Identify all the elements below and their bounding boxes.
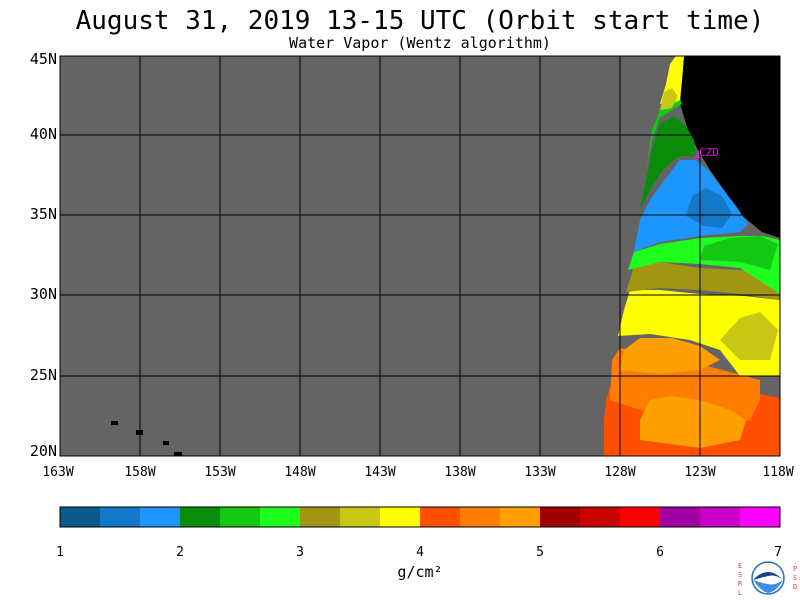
colorbar-cell	[260, 507, 301, 527]
lat-label: 40N	[30, 125, 57, 143]
lon-label: 158W	[124, 465, 155, 480]
colorbar-tick-label: 3	[296, 545, 304, 560]
island	[163, 441, 169, 445]
colorbar-cell	[620, 507, 661, 527]
colorbar-cell	[460, 507, 501, 527]
colorbar-cell	[580, 507, 621, 527]
lon-label: 133W	[524, 465, 555, 480]
island	[111, 421, 118, 425]
colorbar-frame	[59, 506, 781, 528]
chart-title: August 31, 2019 13-15 UTC (Orbit start t…	[75, 6, 765, 36]
noaa-logo: E S R L NOAA P S D	[738, 561, 797, 597]
colorbar-tick-label: 7	[774, 545, 782, 560]
colorbar-cell	[300, 507, 341, 527]
logo-letter: P	[793, 565, 797, 573]
lon-label: 123W	[684, 465, 715, 480]
lon-label: 153W	[204, 465, 235, 480]
lon-label: 138W	[444, 465, 475, 480]
colorbar-tick-label: 4	[416, 545, 424, 560]
logo-letter: E	[738, 562, 742, 570]
logo-letter: L	[738, 589, 742, 597]
band-light-orange-2	[620, 338, 720, 374]
colorbar-cell	[100, 507, 141, 527]
colorbar-cell	[500, 507, 541, 527]
band-light-orange	[640, 396, 746, 448]
colorbar-cell	[140, 507, 181, 527]
station-marker	[695, 155, 699, 159]
band-dark-green-north	[640, 116, 696, 210]
lat-label: 20N	[30, 442, 57, 460]
lon-label: 143W	[364, 465, 395, 480]
colorbar-cell	[380, 507, 421, 527]
colorbar-cell	[540, 507, 581, 527]
lat-label: 25N	[30, 366, 57, 384]
logo-center-text: NOAA	[762, 577, 774, 583]
band-olive-north	[660, 88, 678, 110]
lon-label: 118W	[762, 465, 793, 480]
island	[174, 452, 182, 456]
colorbar-cell	[220, 507, 261, 527]
logo-letter: D	[793, 583, 797, 591]
chart-subtitle: Water Vapor (Wentz algorithm)	[289, 34, 551, 52]
colorbar-cell	[740, 507, 781, 527]
station-label: CZD	[699, 146, 719, 159]
colorbar-cell	[700, 507, 741, 527]
lon-label: 148W	[284, 465, 315, 480]
land-area	[680, 56, 780, 238]
band-olive-yellow	[720, 312, 778, 360]
lon-label: 163W	[42, 465, 73, 480]
lat-label: 30N	[30, 285, 57, 303]
band-olive	[626, 262, 780, 300]
water-vapor-field	[111, 56, 780, 456]
band-mid-blue	[686, 188, 732, 228]
colorbar-cell	[420, 507, 461, 527]
colorbar-tick-label: 1	[56, 545, 64, 560]
lat-label: 45N	[30, 50, 57, 68]
colorbar-cell	[60, 507, 101, 527]
logo-letter: S	[793, 574, 797, 582]
colorbar	[60, 507, 781, 527]
lon-label: 128W	[604, 465, 635, 480]
colorbar-cell	[660, 507, 701, 527]
logo-letter: S	[738, 571, 742, 579]
map-gridlines	[60, 56, 780, 456]
map-frame	[59, 55, 781, 457]
colorbar-cell	[340, 507, 381, 527]
colorbar-tick-label: 2	[176, 545, 184, 560]
colorbar-tick-label: 5	[536, 545, 544, 560]
colorbar-unit-label: g/cm²	[397, 563, 442, 581]
band-green	[700, 236, 778, 270]
lat-label: 35N	[30, 205, 57, 223]
colorbar-tick-label: 6	[656, 545, 664, 560]
colorbar-cell	[180, 507, 221, 527]
logo-letter: R	[738, 580, 743, 588]
